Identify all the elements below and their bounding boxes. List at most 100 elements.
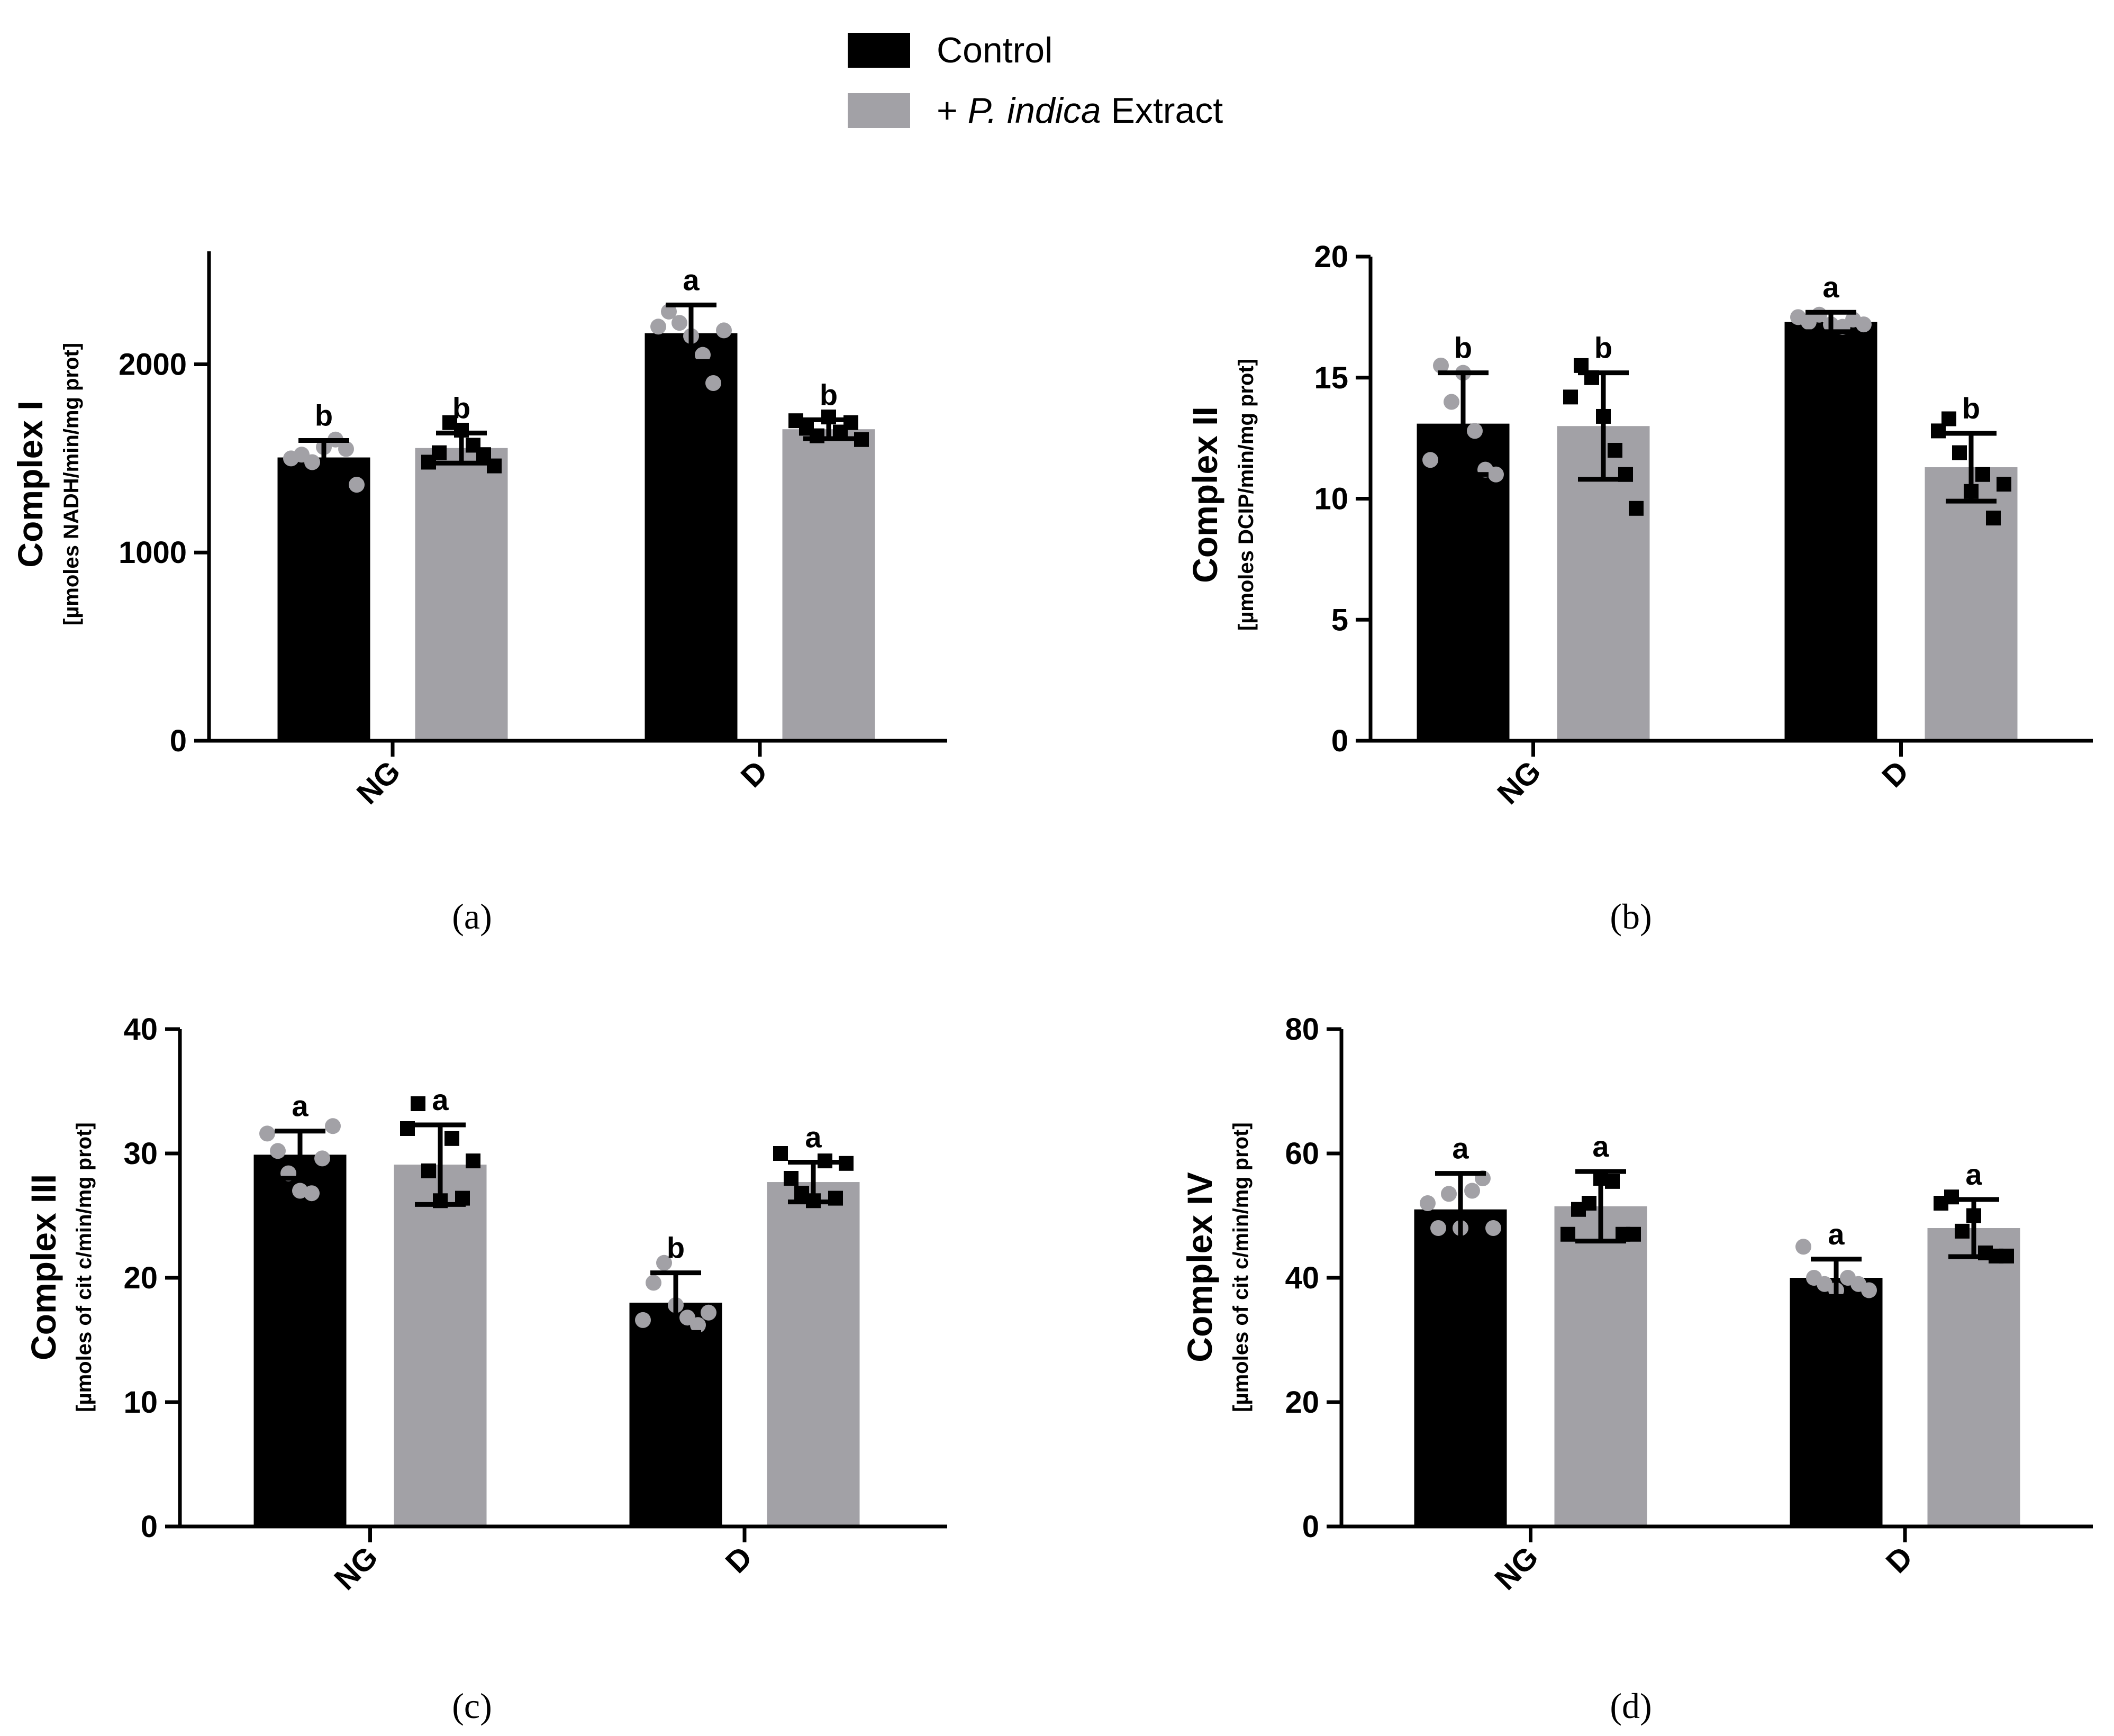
legend-label-extract: + P. indica Extract (937, 90, 1223, 131)
data-point (304, 454, 320, 470)
bar-control-ng (253, 1155, 347, 1526)
y-tick-label: 0 (1331, 724, 1348, 758)
bar-pindicaextract-ng (415, 448, 508, 741)
significance-letter: b (1454, 331, 1472, 365)
significance-letter: a (1452, 1132, 1469, 1165)
data-point (646, 1275, 661, 1291)
data-point (1986, 511, 2001, 526)
data-point (656, 1255, 672, 1271)
y-tick-label: 0 (141, 1510, 158, 1544)
data-point (1629, 501, 1644, 516)
y-tick-label: 15 (1314, 361, 1348, 395)
significance-letter: b (315, 399, 333, 432)
data-point (773, 1146, 788, 1161)
significance-letter: a (805, 1120, 822, 1153)
significance-letter: b (1962, 392, 1980, 425)
significance-letter: b (1594, 331, 1612, 365)
panel-b-ylabel-main: Complex II (1185, 406, 1224, 583)
data-point (661, 303, 677, 320)
panel-c-label: (c) (452, 1686, 492, 1726)
data-point (1941, 411, 1956, 426)
significance-letter: a (1822, 270, 1839, 304)
data-point (1975, 467, 1990, 482)
panel-b-label: (b) (1610, 896, 1652, 937)
data-point (701, 1304, 716, 1321)
data-point (1817, 1276, 1832, 1292)
data-point (1605, 1174, 1620, 1189)
data-point (695, 347, 711, 363)
panel-a-ylabel-unit: [µmoles NADH/min/mg prot] (60, 343, 83, 625)
significance-letter: a (1965, 1158, 1982, 1191)
x-tick-label-d: D (719, 1540, 759, 1580)
data-point (259, 1125, 275, 1142)
panel-d: Complex IV [µmoles of cit c/min/mg prot]… (1180, 1012, 2093, 1726)
y-tick-label: 30 (123, 1137, 158, 1171)
y-tick-label: 1000 (119, 535, 187, 570)
bar-pindicaextract-d (1927, 1228, 2020, 1526)
bar-pindicaextract-ng (1554, 1206, 1647, 1526)
panel-c-ylabel-unit: [µmoles of cit c/min/mg prot] (72, 1122, 96, 1412)
data-point (1626, 1226, 1641, 1242)
data-point (349, 477, 365, 493)
data-point (1955, 1223, 1970, 1239)
data-point (1560, 1226, 1575, 1242)
x-tick-label-ng: NG (1491, 754, 1547, 811)
data-point (314, 1150, 330, 1167)
y-tick-label: 60 (1285, 1137, 1319, 1171)
x-tick-label-ng: NG (1488, 1540, 1545, 1596)
data-point (854, 432, 869, 447)
panel-c: Complex III [µmoles of cit c/min/mg prot… (24, 1012, 947, 1726)
legend: Control + P. indica Extract (848, 30, 1223, 131)
data-point (1485, 1220, 1501, 1236)
data-point (1488, 466, 1504, 483)
y-tick-label: 2000 (119, 347, 187, 381)
data-point (1608, 443, 1622, 458)
significance-letter: a (292, 1089, 309, 1123)
panel-a: Complex I [µmoles NADH/min/mg prot] (a) … (11, 251, 947, 937)
bar-pindicaextract-ng (394, 1165, 487, 1526)
data-point (1422, 452, 1438, 468)
data-point (1582, 1196, 1596, 1211)
x-tick-label-d: D (1880, 1540, 1920, 1580)
data-point (650, 319, 666, 335)
data-point (487, 458, 502, 474)
data-point (672, 315, 687, 331)
panel-d-label: (d) (1610, 1686, 1652, 1726)
data-point (1861, 1282, 1877, 1298)
bar-control-ng (277, 457, 370, 741)
data-point (1944, 1189, 1959, 1205)
data-point (432, 445, 447, 460)
data-point (270, 1143, 286, 1159)
data-point (1444, 394, 1459, 410)
data-point (1441, 1186, 1457, 1202)
y-tick-label: 5 (1331, 603, 1348, 637)
data-point (1563, 389, 1578, 405)
panel-c-ylabel-main: Complex III (24, 1174, 63, 1360)
x-tick-label-d: D (734, 754, 775, 794)
x-tick-label-d: D (1875, 754, 1916, 794)
bar-pindicaextract-d (767, 1182, 860, 1526)
data-point (1952, 445, 1967, 460)
data-point (421, 1163, 436, 1178)
significance-letter: b (820, 378, 838, 411)
data-point (1467, 423, 1483, 439)
data-point (1999, 1248, 2014, 1264)
y-tick-label: 40 (123, 1012, 158, 1047)
data-point (839, 1156, 854, 1171)
panel-b-ylabel-unit: [µmoles DCIP/min/mg prot] (1235, 359, 1258, 631)
panel-b: Complex II [µmoles DCIP/min/mg prot] (b)… (1185, 240, 2093, 937)
data-point (400, 1121, 415, 1136)
panel-d-ylabel-main: Complex IV (1180, 1172, 1219, 1362)
significance-letter: a (1828, 1217, 1845, 1251)
y-tick-label: 40 (1285, 1261, 1319, 1295)
y-tick-label: 10 (123, 1385, 158, 1420)
data-point (690, 1317, 706, 1333)
data-point (325, 1118, 341, 1134)
data-point (716, 322, 732, 339)
bar-control-d (1790, 1278, 1883, 1526)
data-point (444, 1131, 459, 1146)
y-tick-label: 20 (1314, 240, 1348, 274)
y-tick-label: 10 (1314, 482, 1348, 516)
panel-d-ylabel-unit: [µmoles of cit c/min/mg prot] (1229, 1122, 1253, 1412)
data-point (304, 1185, 320, 1202)
